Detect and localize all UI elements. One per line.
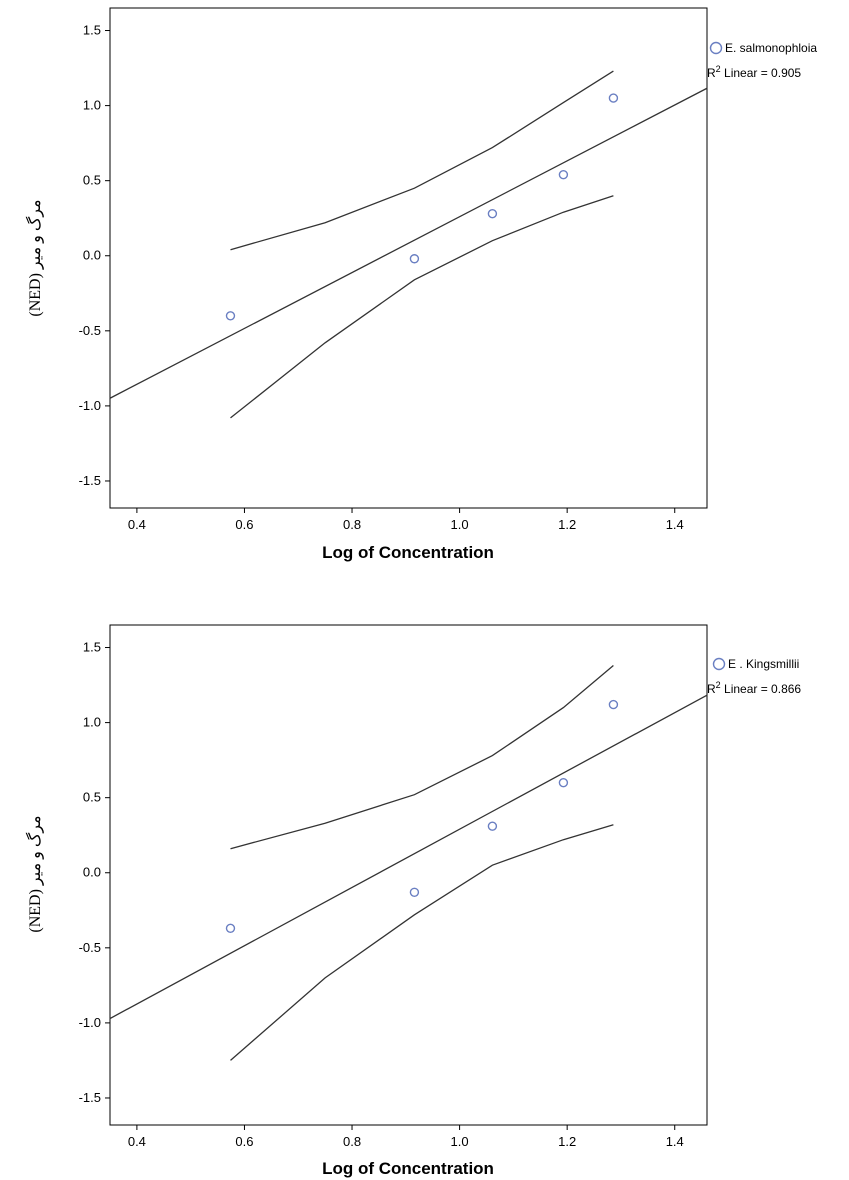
x-tick-label: 1.0 <box>451 1134 469 1149</box>
data-point <box>409 254 420 264</box>
x-tick-label: 1.2 <box>558 1134 576 1149</box>
y-tick-label: -1.0 <box>79 398 101 413</box>
linear-fit-line <box>109 694 708 1020</box>
x-axis-label: Log of Concentration <box>322 1159 494 1178</box>
x-tick-label: 1.4 <box>666 1134 684 1149</box>
y-tick-label: -1.0 <box>79 1015 101 1030</box>
y-tick-label: -0.5 <box>79 940 101 955</box>
x-tick-label: 0.4 <box>128 1134 146 1149</box>
data-point <box>225 311 236 321</box>
y-axis-ticks: 1.5 1.0 0.5 0.0 -0.5 -1.0 -1.5 <box>79 23 110 488</box>
legend-marker-icon <box>709 41 723 55</box>
confidence-upper-line <box>230 70 614 251</box>
x-tick-label: 0.6 <box>235 1134 253 1149</box>
y-tick-label: 0.0 <box>83 865 101 880</box>
x-tick-label: 0.8 <box>343 517 361 532</box>
x-axis-label: Log of Concentration <box>322 543 494 562</box>
data-point <box>487 209 498 219</box>
y-tick-label: 0.0 <box>83 248 101 263</box>
x-tick-label: 1.4 <box>666 517 684 532</box>
y-tick-label: 1.5 <box>83 23 101 38</box>
confidence-lower-line <box>230 824 614 1061</box>
y-axis-ticks: 1.5 1.0 0.5 0.0 -0.5 -1.0 -1.5 <box>79 640 110 1105</box>
data-point <box>558 777 569 788</box>
x-axis-ticks: 0.4 0.6 0.8 1.0 1.2 1.4 <box>128 1125 684 1149</box>
legend-fit-label: R2 Linear = 0.866 <box>707 680 801 696</box>
x-tick-label: 0.4 <box>128 517 146 532</box>
data-point <box>608 699 619 710</box>
confidence-upper-line <box>230 665 614 850</box>
y-tick-label: 1.5 <box>83 640 101 655</box>
data-point <box>487 821 498 831</box>
plot-frame <box>109 7 708 509</box>
data-points <box>225 699 619 934</box>
plot-frame <box>109 624 708 1126</box>
y-tick-label: 0.5 <box>83 790 101 805</box>
y-tick-label: -1.5 <box>79 1090 101 1105</box>
data-point <box>608 93 619 103</box>
legend-series-label: E. salmonophloia <box>725 41 817 55</box>
chart-kingsmillii: 0.4 0.6 0.8 1.0 1.2 1.4 1.5 1.0 0.5 0.0 -0.5 -1.0 -… <box>25 624 801 1178</box>
legend-marker-icon <box>712 657 726 671</box>
y-axis-label: (NED) مرگ و میر <box>25 815 44 932</box>
y-tick-label: 1.0 <box>83 98 101 113</box>
x-tick-label: 1.2 <box>558 517 576 532</box>
data-point <box>409 887 420 897</box>
x-tick-label: 0.8 <box>343 1134 361 1149</box>
legend-fit-label: R2 Linear = 0.905 <box>707 64 801 80</box>
data-point <box>558 169 569 180</box>
linear-fit-line <box>109 87 708 399</box>
y-tick-label: 1.0 <box>83 715 101 730</box>
y-axis-label: (NED) مرگ و میر <box>25 199 44 316</box>
x-axis-ticks: 0.4 0.6 0.8 1.0 1.2 1.4 <box>128 508 684 532</box>
chart-salmonophloia: 0.4 0.6 0.8 1.0 1.2 1.4 1.5 1.0 0.5 0.0 -0.5 -1.0 -… <box>25 7 817 562</box>
x-tick-label: 1.0 <box>451 517 469 532</box>
y-tick-label: 0.5 <box>83 173 101 188</box>
y-tick-label: -0.5 <box>79 323 101 338</box>
confidence-lower-line <box>230 195 614 419</box>
y-tick-label: -1.5 <box>79 473 101 488</box>
data-points <box>225 93 619 321</box>
x-tick-label: 0.6 <box>235 517 253 532</box>
legend-series-label: E . Kingsmillii <box>728 657 799 671</box>
data-point <box>225 923 236 934</box>
